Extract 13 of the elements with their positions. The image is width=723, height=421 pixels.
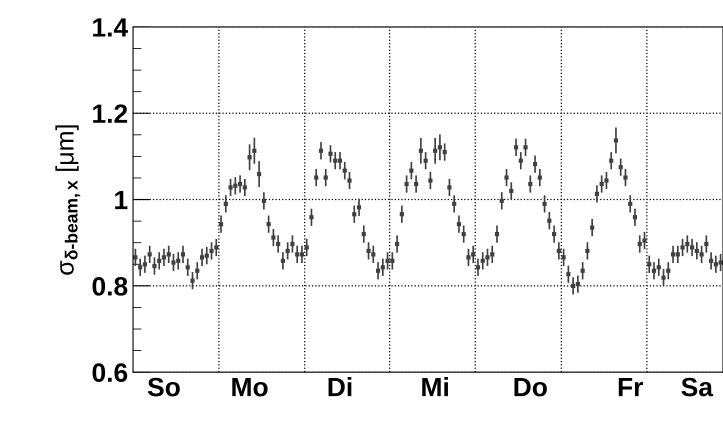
y-axis-title: σ$_{δ-beam,x}$ [μm]	[55, 125, 80, 275]
x-tick-label: Sa	[681, 378, 714, 396]
x-tick-label: Mo	[232, 378, 268, 396]
x-tick-label: Do	[514, 378, 547, 396]
y-tick-label: 0.8	[92, 276, 128, 296]
y-tick-label: 1.2	[93, 104, 128, 123]
x-tick-label: Fr	[618, 378, 644, 396]
y-tick-label: 1.4	[93, 18, 128, 37]
x-tick-label: Mi	[422, 377, 448, 396]
x-tick-label: Di	[328, 377, 352, 396]
y-tick-label: 1	[115, 190, 128, 210]
x-tick-label: So	[148, 378, 180, 396]
y-tick-label: 0.6	[92, 363, 128, 382]
